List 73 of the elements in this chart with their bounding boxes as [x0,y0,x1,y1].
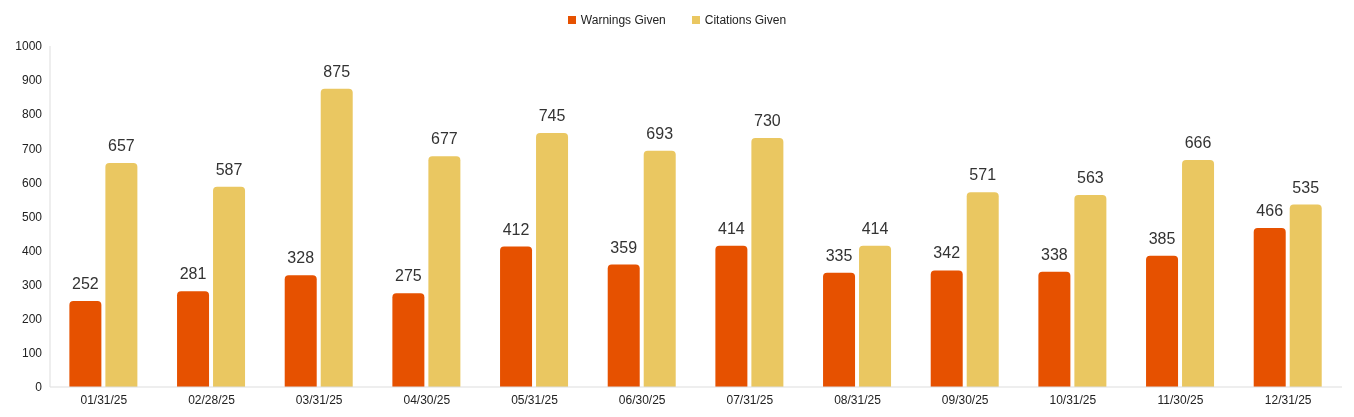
bar [1146,255,1179,387]
legend-label: Citations Given [704,13,787,27]
y-tick-label: 500 [21,209,43,224]
data-label: 693 [646,124,674,142]
y-tick-label: 200 [21,312,43,327]
bar [320,88,353,387]
data-label: 412 [502,220,530,238]
bar [859,245,892,387]
x-tick-label: 04/30/25 [403,392,451,407]
data-label: 281 [179,265,207,283]
bar [751,138,784,387]
data-label: 875 [323,62,351,80]
x-tick-label: 10/31/25 [1049,392,1097,407]
bar [284,275,317,387]
bar [392,293,425,387]
bar [715,245,748,387]
data-label: 335 [825,246,853,264]
data-label: 563 [1077,169,1104,187]
y-tick-label: 600 [21,175,43,190]
data-label: 414 [861,219,889,237]
bar [69,301,102,387]
x-tick-label: 05/31/25 [511,392,559,407]
y-tick-label: 800 [21,107,43,122]
bar [1074,195,1107,387]
bar [1182,159,1215,387]
y-tick-label: 700 [21,141,43,156]
bar [500,246,533,387]
x-tick-label: 08/31/25 [834,392,882,407]
bar [966,192,999,387]
y-tick-label: 100 [21,346,43,361]
data-label: 359 [610,238,638,256]
data-label: 535 [1292,178,1320,196]
data-label: 745 [538,106,566,124]
x-tick-label: 06/30/25 [618,392,666,407]
data-label: 657 [108,136,135,154]
data-label: 571 [969,166,997,184]
legend-label: Warnings Given [580,13,666,27]
bar [823,272,856,387]
data-label: 275 [395,267,422,285]
bar [536,132,569,387]
data-label: 466 [1256,202,1284,220]
x-tick-label: 12/31/25 [1264,392,1312,407]
bar [105,162,138,387]
data-label: 338 [1041,245,1068,263]
x-tick-label: 11/30/25 [1157,392,1204,407]
bar [213,186,246,387]
bar [643,150,676,387]
y-tick-label: 0 [35,380,43,395]
y-tick-label: 400 [21,243,43,258]
y-tick-label: 300 [21,277,43,292]
data-label: 677 [431,130,458,148]
data-label: 342 [933,244,961,262]
x-tick-label: 03/31/25 [295,392,343,407]
y-tick-label: 900 [21,73,43,88]
data-label: 385 [1148,229,1176,247]
data-label: 252 [72,275,99,293]
data-label: 666 [1184,133,1212,151]
bar [930,270,963,387]
x-tick-label: 01/31/25 [80,392,128,407]
data-label: 414 [718,219,745,237]
x-tick-label: 07/31/25 [726,392,774,407]
data-label: 730 [754,112,781,130]
y-tick-label: 1000 [15,39,43,54]
bar [177,291,210,387]
data-label: 328 [287,249,315,267]
bar [428,156,461,387]
bar [1253,228,1286,387]
x-tick-label: 02/28/25 [188,392,236,407]
x-tick-label: 09/30/25 [941,392,989,407]
data-label: 587 [215,160,243,178]
bar [607,264,640,387]
bar [1038,271,1071,387]
bar [1289,204,1322,387]
